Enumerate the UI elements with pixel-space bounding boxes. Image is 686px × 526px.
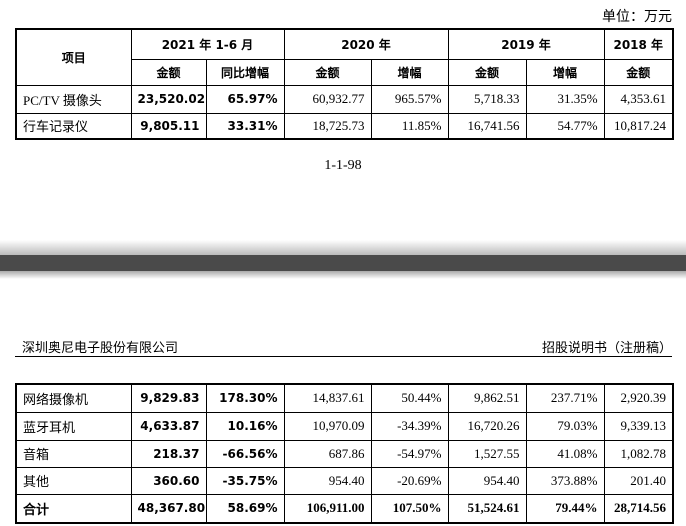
header-cell: 增幅 bbox=[525, 58, 605, 86]
cell: -34.39% bbox=[370, 411, 449, 441]
header-row: 项目 2021 年 1-6 月 2020 年 2019 年 2018 年 bbox=[15, 28, 674, 86]
row-label: 网络摄像机 bbox=[15, 383, 132, 413]
cell: -66.56% bbox=[205, 439, 285, 468]
cell: 237.71% bbox=[525, 383, 605, 413]
table-row: 行车记录仪 9,805.11 33.31% 18,725.73 11.85% 16,741… bbox=[15, 112, 674, 140]
cell: 10.16% bbox=[205, 411, 285, 441]
cell: 51,524.61 bbox=[447, 493, 527, 524]
cell: -20.69% bbox=[370, 466, 449, 495]
cell: 4,633.87 bbox=[130, 411, 207, 441]
row-label: 音箱 bbox=[15, 439, 132, 468]
cell: 178.30% bbox=[205, 383, 285, 413]
cell: -35.75% bbox=[205, 466, 285, 495]
cell: 16,720.26 bbox=[447, 411, 527, 441]
header-cell: 金额 bbox=[283, 58, 372, 86]
cell: 60,932.77 bbox=[283, 84, 372, 114]
cell: 954.40 bbox=[283, 466, 372, 495]
table-row: 音箱 218.37 -66.56% 687.86 -54.97% 1,527.55 41.0… bbox=[15, 439, 674, 468]
cell: 687.86 bbox=[283, 439, 372, 468]
cell: 16,741.56 bbox=[447, 112, 527, 140]
cell: 14,837.61 bbox=[283, 383, 372, 413]
header-cell: 增幅 bbox=[370, 58, 449, 86]
table-row: 其他 360.60 -35.75% 954.40 -20.69% 954.40 373.88… bbox=[15, 466, 674, 495]
cell: 79.03% bbox=[525, 411, 605, 441]
cell: 9,805.11 bbox=[130, 112, 207, 140]
cell: 965.57% bbox=[370, 84, 449, 114]
revenue-table-1: 项目 2021 年 1-6 月 2020 年 2019 年 2018 年金额 同比增幅 金额… bbox=[15, 28, 675, 140]
cell: 23,520.02 bbox=[130, 84, 207, 114]
header-cell: 金额 bbox=[130, 58, 207, 86]
cell: 373.88% bbox=[525, 466, 605, 495]
header-cell: 2020 年 bbox=[283, 28, 449, 60]
cell: 360.60 bbox=[130, 466, 207, 495]
cell: 18,725.73 bbox=[283, 112, 372, 140]
cell: 58.69% bbox=[205, 493, 285, 524]
table-row: PC/TV 摄像头 23,520.02 65.97% 60,932.77 965.57%… bbox=[15, 84, 674, 114]
header-cell: 金额 bbox=[603, 58, 674, 86]
cell: -54.97% bbox=[370, 439, 449, 468]
cell: 10,817.24 bbox=[603, 112, 674, 140]
header-cell: 2018 年 bbox=[603, 28, 674, 60]
header-cell: 金额 bbox=[447, 58, 527, 86]
row-label: 蓝牙耳机 bbox=[15, 411, 132, 441]
cell: 79.44% bbox=[525, 493, 605, 524]
header-cell: 2019 年 bbox=[447, 28, 605, 60]
cell: 9,862.51 bbox=[447, 383, 527, 413]
cell: 1,082.78 bbox=[603, 439, 674, 468]
revenue-table-2: 网络摄像机 9,829.83 178.30% 14,837.61 50.44% 9,862… bbox=[15, 383, 674, 524]
cell: 41.08% bbox=[525, 439, 605, 468]
cell: 9,339.13 bbox=[603, 411, 674, 441]
header-cell: 2021 年 1-6 月 bbox=[130, 28, 285, 60]
cell: 201.40 bbox=[603, 466, 674, 495]
cell: 1,527.55 bbox=[447, 439, 527, 468]
cell: 218.37 bbox=[130, 439, 207, 468]
cell: 5,718.33 bbox=[447, 84, 527, 114]
header-rule bbox=[15, 356, 672, 357]
cell: 65.97% bbox=[205, 84, 285, 114]
cell: 48,367.80 bbox=[130, 493, 207, 524]
cell: 33.31% bbox=[205, 112, 285, 140]
cell: 11.85% bbox=[370, 112, 449, 140]
cell: 954.40 bbox=[447, 466, 527, 495]
page-number: 1-1-98 bbox=[324, 158, 362, 173]
page-break-shadow bbox=[0, 271, 686, 279]
table-row: 网络摄像机 9,829.83 178.30% 14,837.61 50.44% 9,862… bbox=[15, 383, 674, 413]
cell: 106,911.00 bbox=[283, 493, 372, 524]
cell: 54.77% bbox=[525, 112, 605, 140]
table-row: 蓝牙耳机 4,633.87 10.16% 10,970.09 -34.39% 16,720… bbox=[15, 411, 674, 441]
cell: 107.50% bbox=[370, 493, 449, 524]
cell: 31.35% bbox=[525, 84, 605, 114]
cell: 50.44% bbox=[370, 383, 449, 413]
row-label: 合计 bbox=[15, 493, 132, 524]
row-label: 行车记录仪 bbox=[15, 112, 132, 140]
cell: 4,353.61 bbox=[603, 84, 674, 114]
cell: 9,829.83 bbox=[130, 383, 207, 413]
unit-label: 单位：万元 bbox=[602, 10, 672, 25]
row-label: 其他 bbox=[15, 466, 132, 495]
document-name: 招股说明书（注册稿） bbox=[541, 341, 672, 356]
cell: 2,920.39 bbox=[603, 383, 674, 413]
page-break-shadow bbox=[0, 240, 686, 255]
cell: 28,714.56 bbox=[603, 493, 674, 524]
header-cell: 同比增幅 bbox=[205, 58, 285, 86]
cell: 10,970.09 bbox=[283, 411, 372, 441]
page-break bbox=[0, 255, 686, 271]
header-row: 金额 同比增幅 金额 增幅 金额 增幅 金额 bbox=[16, 58, 674, 86]
header-cell: 项目 bbox=[15, 28, 132, 86]
row-label: PC/TV 摄像头 bbox=[15, 84, 132, 114]
company-name: 深圳奥尼电子股份有限公司 bbox=[22, 341, 179, 356]
table-row: 合计 48,367.80 58.69% 106,911.00 107.50% 51,524… bbox=[15, 493, 674, 524]
